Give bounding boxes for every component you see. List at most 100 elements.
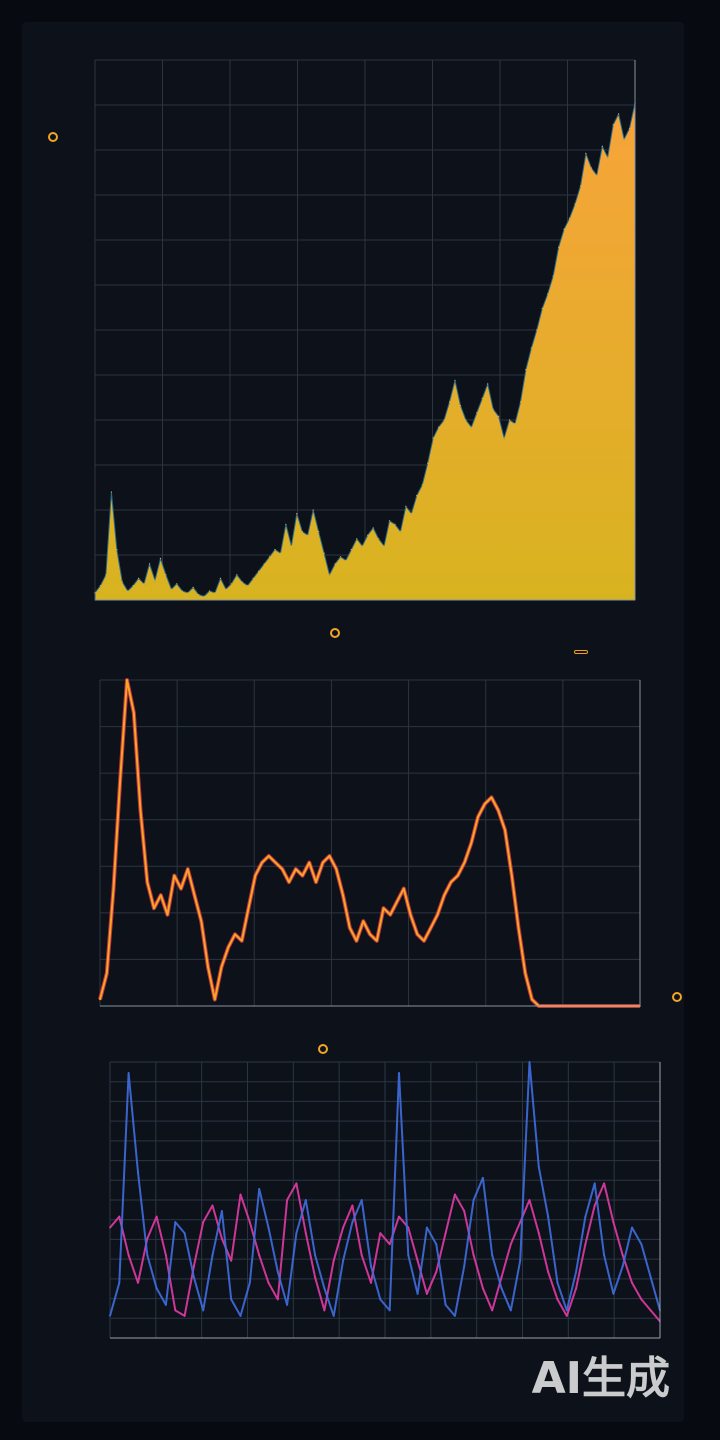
line-point: [477, 816, 479, 818]
line-point: [517, 926, 520, 929]
area-point: [105, 574, 107, 576]
area-point: [427, 462, 429, 464]
line-point: [213, 998, 216, 1001]
line-point: [153, 907, 155, 909]
series-point: [528, 1199, 531, 1201]
series-point: [640, 1298, 643, 1301]
series-point: [118, 1282, 121, 1284]
series-point: [249, 1221, 251, 1223]
coin-icon[interactable]: [672, 992, 682, 1002]
series-point: [426, 1293, 428, 1295]
series-point: [174, 1221, 177, 1223]
series-point: [482, 1287, 484, 1290]
area-point: [94, 592, 96, 594]
area-point: [345, 559, 347, 562]
series-point: [556, 1282, 559, 1284]
badge-icon[interactable]: [318, 1044, 328, 1054]
series-point: [472, 1199, 475, 1201]
series-point: [370, 1282, 372, 1284]
series-point: [109, 1315, 111, 1317]
area-point: [132, 585, 134, 587]
series-point: [603, 1254, 605, 1256]
line-point: [321, 861, 324, 864]
line-series: [99, 679, 640, 1007]
line-point: [335, 868, 338, 870]
line-point: [416, 933, 419, 936]
series-point: [547, 1215, 549, 1218]
series-point: [463, 1210, 466, 1212]
area-point: [618, 113, 620, 115]
area-point: [525, 369, 527, 371]
series-point: [276, 1270, 279, 1273]
area-point: [328, 574, 331, 576]
series-point: [286, 1304, 288, 1306]
area-point: [454, 379, 456, 381]
series-point: [649, 1309, 652, 1312]
series-point: [631, 1282, 633, 1284]
area-point: [127, 590, 129, 592]
series-point: [342, 1259, 344, 1262]
area-point: [590, 167, 592, 169]
line-point: [193, 894, 196, 896]
series-point: [416, 1259, 419, 1262]
series-point: [538, 1166, 540, 1168]
area-point: [165, 574, 167, 576]
area-point: [470, 426, 472, 428]
series-point: [165, 1304, 167, 1306]
area-point: [225, 588, 227, 590]
series-point: [332, 1259, 335, 1262]
line-point: [429, 926, 432, 929]
series-point: [146, 1237, 149, 1240]
area-point: [536, 329, 538, 331]
series-point: [221, 1237, 223, 1240]
area-point: [214, 592, 216, 594]
area-points: [94, 102, 636, 598]
series-point: [342, 1226, 344, 1229]
line-point: [126, 679, 128, 681]
area-point: [323, 552, 325, 554]
area-point: [612, 124, 614, 126]
series-point: [360, 1199, 363, 1201]
series-point: [388, 1309, 391, 1312]
panel-2-badge[interactable]: [574, 650, 588, 654]
area-point: [356, 538, 358, 540]
area-point: [628, 127, 631, 129]
series-point: [146, 1254, 149, 1256]
line-point: [443, 894, 446, 896]
series-point: [267, 1282, 270, 1284]
series-point: [454, 1193, 456, 1196]
area-point: [459, 405, 462, 407]
series-point: [584, 1215, 587, 1218]
area-point: [121, 581, 123, 583]
series-point: [118, 1215, 121, 1218]
line-point: [132, 711, 135, 714]
area-point: [394, 523, 396, 525]
area-point: [508, 419, 511, 421]
area-point: [198, 594, 200, 596]
pin-icon[interactable]: [330, 628, 340, 638]
series-point: [398, 1072, 400, 1074]
area-point: [563, 228, 565, 230]
series-point: [183, 1232, 186, 1234]
series-point: [631, 1226, 633, 1229]
coin-icon[interactable]: [48, 132, 58, 142]
series-point: [379, 1232, 382, 1234]
area-point: [361, 545, 363, 547]
line-point: [355, 940, 358, 942]
series-point: [249, 1282, 251, 1284]
line-point: [497, 809, 500, 812]
area-point: [481, 397, 483, 399]
series-point: [426, 1226, 428, 1229]
series-2-line: [109, 1061, 661, 1317]
area-point: [421, 484, 423, 486]
series-point: [332, 1315, 335, 1317]
line-point: [470, 842, 473, 844]
line-point: [342, 894, 344, 896]
area-point: [296, 513, 298, 515]
area-point: [116, 549, 118, 551]
series-point: [407, 1254, 410, 1256]
area-point: [530, 347, 532, 349]
series-point: [127, 1072, 130, 1074]
series-point: [547, 1270, 549, 1273]
line-point: [247, 907, 250, 909]
